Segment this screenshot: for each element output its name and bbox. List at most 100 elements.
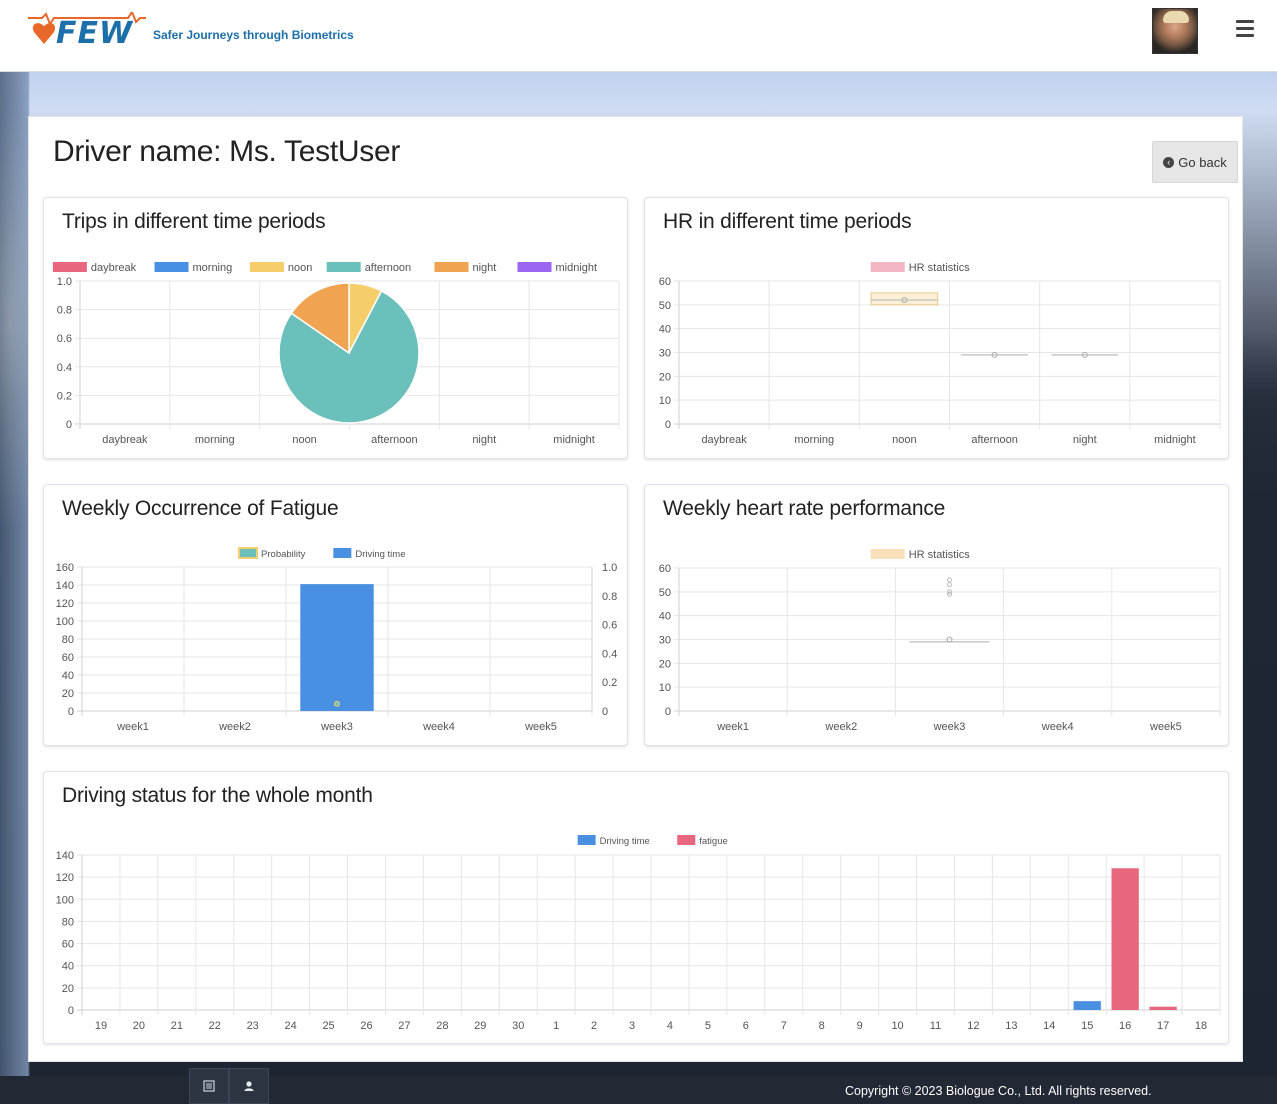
x-tick-label: afternoon — [371, 434, 417, 446]
box — [870, 292, 939, 306]
main-panel: Driver name: Ms. TestUser ‹ Go back Trip… — [28, 116, 1243, 1062]
card-title: HR in different time periods — [663, 210, 912, 233]
point-probability — [334, 700, 340, 707]
x-tick-label: 20 — [133, 1020, 145, 1032]
y-tick-label: 0.8 — [57, 305, 72, 317]
y-tick-label: 0 — [68, 706, 74, 718]
legend-swatch — [577, 835, 596, 845]
x-tick-label: 27 — [398, 1020, 410, 1032]
x-tick-label: 29 — [474, 1020, 486, 1032]
list-icon — [203, 1080, 215, 1092]
x-tick-label: 14 — [1043, 1020, 1055, 1032]
x-tick-label: week4 — [1041, 721, 1074, 733]
x-tick-label: midnight — [553, 434, 595, 446]
go-back-button[interactable]: ‹ Go back — [1152, 141, 1238, 183]
x-tick-label: 21 — [171, 1020, 183, 1032]
x-tick-label: week2 — [824, 721, 857, 733]
x-tick-label: 19 — [95, 1020, 107, 1032]
y-tick-label: 10 — [659, 395, 671, 407]
y-tick-label: 30 — [659, 348, 671, 360]
card-fatigue: Weekly Occurrence of Fatigue Probability… — [43, 484, 628, 746]
x-tick-label: morning — [195, 434, 235, 446]
legend-swatch — [677, 835, 696, 845]
x-tick-label: 24 — [285, 1020, 297, 1032]
x-tick-label: week3 — [933, 721, 966, 733]
box-outlier — [947, 582, 952, 588]
y-tick-label: 10 — [659, 682, 671, 694]
pie-slice-afternoon — [278, 290, 420, 424]
legend-swatch — [434, 262, 469, 272]
x-tick-label: 8 — [819, 1020, 825, 1032]
x-tick-label: midnight — [1154, 434, 1196, 446]
legend-swatch — [52, 262, 87, 272]
footer-tabs — [189, 1068, 269, 1104]
card-month: Driving status for the whole month Drivi… — [43, 771, 1229, 1044]
y-tick-label: 20 — [62, 983, 74, 995]
y-tick-label: 60 — [62, 652, 74, 664]
arrow-left-circle-icon: ‹ — [1163, 156, 1175, 168]
x-tick-label: 7 — [781, 1020, 787, 1032]
go-back-label: Go back — [1178, 154, 1227, 170]
y2-tick-label: 0.6 — [602, 620, 617, 632]
page-title: Driver name: Ms. TestUser — [53, 135, 401, 168]
x-tick-label: 26 — [360, 1020, 372, 1032]
bar-driving-time — [300, 584, 374, 711]
card-trips: Trips in different time periods daybreak… — [43, 197, 628, 459]
box-outlier — [947, 589, 952, 595]
copyright: Copyright © 2023 Biologue Co., Ltd. All … — [845, 1084, 1152, 1098]
y2-tick-label: 0.2 — [602, 677, 617, 689]
avatar[interactable] — [1152, 8, 1198, 54]
footer-tab-user[interactable] — [229, 1068, 269, 1104]
legend-swatch — [870, 262, 905, 272]
y-tick-label: 30 — [659, 635, 671, 647]
x-tick-label: 15 — [1081, 1020, 1093, 1032]
legend-label: night — [473, 262, 497, 274]
legend-swatch — [333, 548, 352, 558]
legend-swatch — [517, 262, 552, 272]
x-tick-label: 17 — [1157, 1020, 1169, 1032]
legend-label: noon — [288, 262, 312, 274]
x-tick-label: week2 — [218, 721, 251, 733]
legend-swatch — [870, 549, 905, 559]
logo-text: FEW — [56, 16, 134, 51]
x-tick-label: night — [472, 434, 496, 446]
y-tick-label: 20 — [62, 688, 74, 700]
pie-slice-night — [290, 282, 350, 355]
top-navbar: FEW Safer Journeys through Biometrics — [0, 0, 1277, 72]
y-tick-label: 80 — [62, 916, 74, 928]
y-tick-label: 60 — [659, 276, 671, 288]
x-tick-label: morning — [794, 434, 834, 446]
weekly-hr-chart: HR statistics 60 50 40 30 20 10 0 week1 week2 week… — [659, 549, 1221, 733]
y2-tick-label: 0 — [602, 706, 608, 718]
x-tick-label: 1 — [553, 1020, 559, 1032]
y-tick-label: 40 — [659, 324, 671, 336]
box-outlier — [947, 591, 952, 597]
footer-tab-list[interactable] — [189, 1068, 229, 1104]
y-tick-label: 0 — [665, 419, 671, 431]
legend-label: Probability — [261, 549, 306, 560]
hamburger-menu-icon[interactable] — [1236, 20, 1254, 37]
x-tick-label: 18 — [1195, 1020, 1207, 1032]
box-outlier — [947, 577, 952, 583]
x-tick-label: noon — [292, 434, 316, 446]
x-tick-label: week3 — [320, 721, 353, 733]
y-tick-label: 50 — [659, 587, 671, 599]
legend-label: Driving time — [355, 549, 405, 560]
y-tick-label: 140 — [56, 850, 74, 862]
x-tick-label: daybreak — [102, 434, 148, 446]
x-tick-label: night — [1073, 434, 1097, 446]
y2-tick-label: 1.0 — [602, 562, 617, 574]
fatigue-chart: Probability Driving time 160 140 120 100 80 60 4… — [56, 547, 617, 733]
x-tick-label: week1 — [716, 721, 749, 733]
legend-label: fatigue — [699, 836, 728, 847]
tagline: Safer Journeys through Biometrics — [153, 28, 354, 42]
x-tick-label: 22 — [209, 1020, 221, 1032]
x-tick-label: 25 — [322, 1020, 334, 1032]
y-tick-label: 60 — [62, 939, 74, 951]
y-tick-label: 120 — [56, 598, 74, 610]
x-tick-label: week1 — [116, 721, 149, 733]
y-tick-label: 0.2 — [57, 390, 72, 402]
x-tick-label: 3 — [629, 1020, 635, 1032]
x-tick-label: 13 — [1005, 1020, 1017, 1032]
